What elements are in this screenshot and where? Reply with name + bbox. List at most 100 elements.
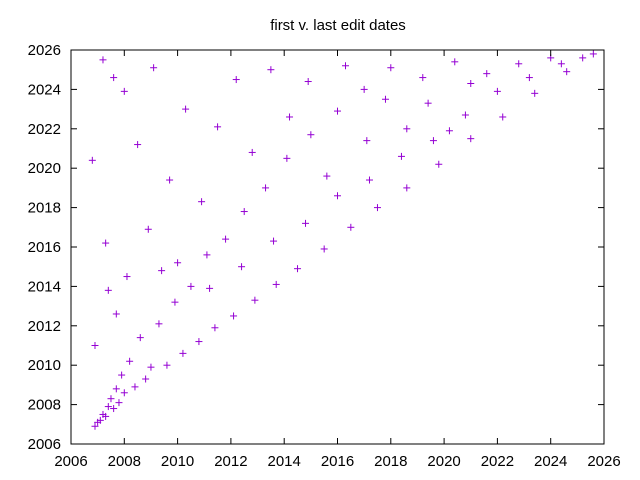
data-point	[203, 251, 211, 259]
data-point	[198, 198, 206, 206]
data-point	[110, 405, 118, 413]
data-point	[531, 89, 539, 97]
data-point	[515, 60, 523, 68]
data-point	[320, 245, 328, 253]
data-point	[88, 156, 96, 164]
data-point	[104, 403, 112, 411]
data-point	[323, 172, 331, 180]
data-point	[232, 76, 240, 84]
data-point	[195, 338, 203, 346]
data-point	[424, 99, 432, 107]
data-point	[120, 87, 128, 95]
data-point	[182, 105, 190, 113]
data-point	[307, 131, 315, 139]
data-point	[286, 113, 294, 121]
data-point	[557, 60, 565, 68]
data-point	[251, 296, 259, 304]
data-point	[150, 64, 158, 72]
data-point	[262, 184, 270, 192]
data-point	[102, 239, 110, 247]
y-tick-label: 2024	[28, 81, 61, 98]
data-point	[387, 64, 395, 72]
data-point	[435, 160, 443, 168]
x-tick-label: 2026	[587, 453, 620, 470]
data-point	[142, 375, 150, 383]
data-point	[187, 282, 195, 290]
data-point	[493, 87, 501, 95]
x-tick-label: 2010	[161, 453, 194, 470]
x-tick-label: 2006	[54, 453, 87, 470]
data-point	[267, 66, 275, 74]
data-point	[563, 68, 571, 76]
data-point	[283, 154, 291, 162]
data-point	[107, 395, 115, 403]
data-point	[525, 74, 533, 82]
y-tick-label: 2006	[28, 436, 61, 453]
data-point	[302, 219, 310, 227]
data-point	[238, 263, 246, 271]
data-point	[483, 70, 491, 78]
points-layer	[88, 50, 597, 430]
data-point	[334, 107, 341, 115]
x-tick-label: 2012	[214, 453, 247, 470]
data-point	[206, 284, 214, 292]
data-point	[403, 184, 411, 192]
data-point	[403, 125, 411, 133]
data-point	[272, 280, 280, 288]
data-point	[429, 137, 437, 145]
data-point	[334, 192, 341, 200]
data-point	[381, 95, 389, 103]
axes-layer: 2006 2008 2010 2012 2014 2016 2018 2020 2022 2024…	[28, 42, 621, 470]
data-point	[123, 273, 131, 281]
x-tick-label: 2024	[534, 453, 567, 470]
data-point	[171, 298, 179, 306]
data-point	[211, 324, 219, 332]
data-point	[136, 334, 144, 342]
data-point	[304, 78, 312, 86]
data-point	[230, 312, 238, 320]
x-tick-label: 2018	[374, 453, 407, 470]
data-point	[579, 54, 587, 62]
y-tick-label: 2026	[28, 42, 61, 59]
data-point	[461, 111, 469, 119]
y-tick-label: 2022	[28, 121, 61, 138]
data-point	[134, 141, 142, 149]
data-point	[589, 50, 597, 58]
x-tick-label: 2016	[321, 453, 354, 470]
chart-title: first v. last edit dates	[270, 17, 406, 34]
data-point	[144, 225, 152, 233]
data-point	[99, 56, 107, 64]
data-point	[363, 137, 371, 145]
x-tick-label: 2020	[427, 453, 460, 470]
y-tick-label: 2012	[28, 318, 61, 335]
data-point	[91, 342, 99, 349]
data-point	[214, 123, 222, 131]
data-point	[179, 349, 187, 357]
y-tick-label: 2016	[28, 239, 61, 256]
data-point	[467, 135, 475, 143]
data-point	[110, 74, 118, 82]
y-tick-label: 2020	[28, 160, 61, 177]
x-tick-label: 2014	[268, 453, 301, 470]
data-point	[499, 113, 507, 121]
data-point	[294, 265, 302, 273]
data-point	[451, 58, 459, 66]
data-point	[102, 412, 110, 420]
data-point	[347, 223, 355, 231]
data-point	[467, 79, 475, 87]
data-point	[373, 204, 381, 212]
data-point	[120, 389, 128, 397]
data-point	[104, 286, 112, 294]
y-tick-label: 2014	[28, 278, 61, 295]
data-point	[147, 363, 155, 371]
y-tick-label: 2018	[28, 200, 61, 217]
data-point	[270, 237, 278, 245]
y-tick-label: 2010	[28, 357, 61, 374]
data-point	[155, 320, 163, 328]
data-point	[419, 74, 427, 82]
data-point	[445, 127, 453, 135]
data-point	[240, 208, 248, 216]
data-point	[115, 399, 123, 407]
